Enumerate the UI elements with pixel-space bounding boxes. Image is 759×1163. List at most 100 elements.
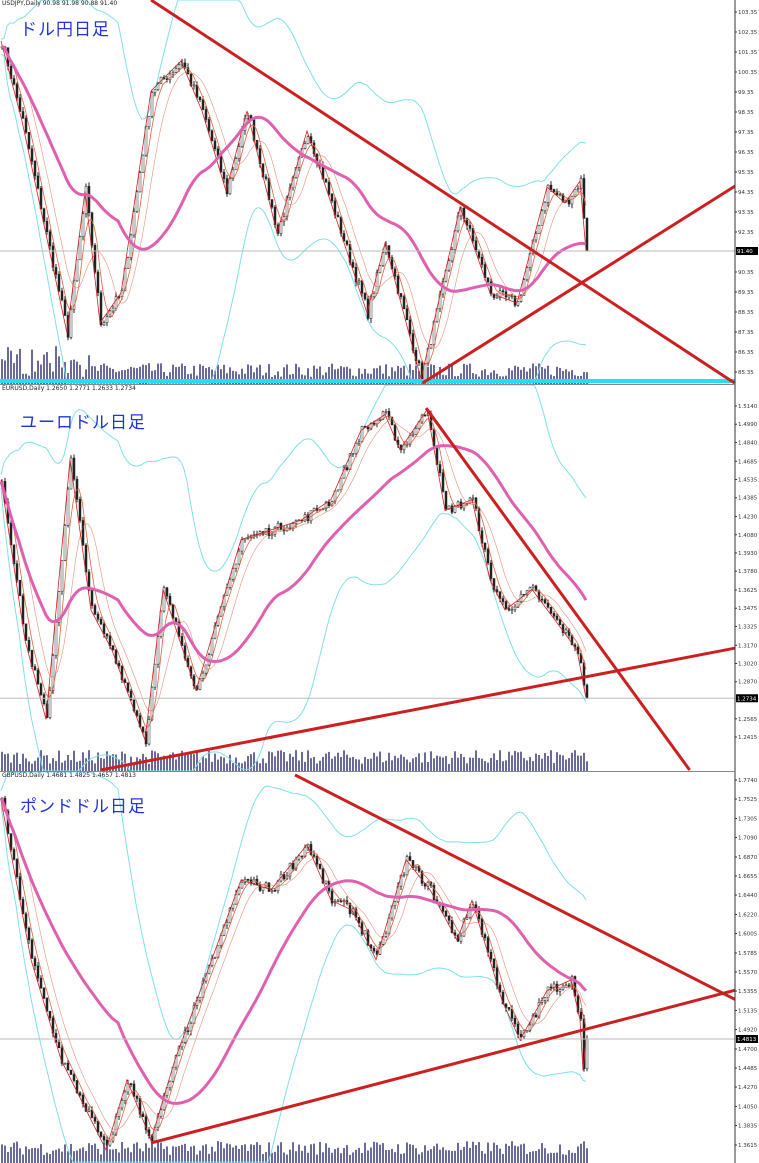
volume-bar [430, 364, 432, 385]
candle-body [150, 686, 154, 720]
volume-bar [79, 760, 81, 772]
volume-bar [211, 369, 213, 385]
volume-bar [313, 757, 315, 772]
volume-bar [529, 757, 531, 772]
y-tick-label: 90.35 [738, 270, 754, 276]
y-tick-label: 92.35 [738, 230, 754, 236]
candle-body [135, 710, 139, 716]
volume-bar [457, 757, 459, 772]
candle-body [141, 154, 145, 173]
volume-bar [358, 368, 360, 385]
volume-bar [328, 366, 330, 385]
volume-bar [394, 755, 396, 772]
volume-bar [73, 1151, 75, 1163]
volume-bar [100, 365, 102, 385]
candle-body [534, 585, 538, 592]
volume-bar [514, 750, 516, 772]
candle-body [18, 579, 22, 596]
volume-bar [535, 753, 537, 772]
candle-body [414, 428, 418, 435]
volume-bar [67, 1151, 69, 1163]
candle-body [405, 856, 409, 876]
volume-bar [334, 369, 336, 385]
volume-bar [178, 1146, 180, 1163]
volume-bar [181, 750, 183, 772]
candle-body [129, 1083, 133, 1086]
volume-bar [154, 1147, 156, 1163]
volume-bar [379, 751, 381, 772]
candle-body [36, 669, 40, 685]
volume-bar [172, 364, 174, 385]
candle-body [231, 169, 235, 179]
candle-body [432, 885, 436, 901]
volume-bar [577, 755, 579, 772]
y-tick-label: 1.6440 [738, 893, 758, 899]
volume-bar [121, 370, 123, 385]
volume-bar [508, 368, 510, 385]
volume-bar [289, 1149, 291, 1163]
volume-bar [472, 1141, 474, 1163]
volume-bar [229, 754, 231, 772]
candle-body [393, 268, 397, 277]
candle-body [363, 930, 367, 935]
candle-body [504, 601, 508, 609]
candle-body [546, 184, 550, 203]
candle-body [231, 903, 235, 909]
candle-body [291, 862, 295, 870]
volume-bar [97, 370, 99, 385]
candle-body [66, 488, 70, 526]
candle-body [60, 560, 64, 592]
volume-bar [499, 750, 501, 772]
candle-body [330, 890, 334, 904]
candle-body [345, 240, 349, 245]
candle-body [138, 172, 142, 193]
volume-bar [226, 1143, 228, 1163]
volume-bar [247, 364, 249, 385]
candle-body [111, 307, 115, 312]
volume-bar [31, 1148, 33, 1163]
volume-bar [556, 752, 558, 772]
candle-body [471, 497, 475, 500]
candle-body [72, 457, 76, 480]
volume-bar [235, 371, 237, 385]
volume-bar [511, 1141, 513, 1163]
candle-body [534, 1014, 538, 1018]
volume-bar [466, 763, 468, 772]
candle-body [402, 874, 406, 877]
candle-body [45, 998, 49, 1012]
volume-bar [58, 356, 60, 385]
candle-body [276, 522, 280, 528]
volume-bar [427, 366, 429, 385]
y-tick-label: 87.35 [738, 330, 754, 336]
volume-bar [181, 1144, 183, 1163]
y-tick-label: 1.4685 [738, 459, 758, 465]
candle-body [351, 262, 355, 268]
y-tick-label: 93.35 [738, 210, 754, 216]
volume-bar [280, 1142, 282, 1163]
volume-bar [400, 1153, 402, 1163]
candle-body [96, 613, 100, 620]
upper-band-line [0, 385, 587, 572]
volume-bar [79, 364, 81, 385]
volume-bar [292, 1142, 294, 1163]
volume-bar [358, 759, 360, 772]
candle-body [270, 534, 274, 536]
volume-bar [94, 763, 96, 772]
candle-body [501, 991, 505, 1005]
volume-bar [439, 1149, 441, 1163]
candle-body [393, 901, 397, 906]
volume-bar [532, 761, 534, 772]
candle-body [96, 271, 100, 294]
volume-bar [541, 758, 543, 772]
volume-bar [19, 763, 21, 772]
volume-bar [442, 757, 444, 772]
volume-bar [532, 1151, 534, 1163]
volume-bar [397, 1144, 399, 1163]
volume-bar [331, 363, 333, 385]
candle-body [36, 175, 40, 189]
volume-bar [121, 1141, 123, 1163]
volume-bar [283, 367, 285, 385]
volume-bar [61, 367, 63, 385]
volume-bar [10, 762, 12, 772]
volume-bar [517, 752, 519, 772]
